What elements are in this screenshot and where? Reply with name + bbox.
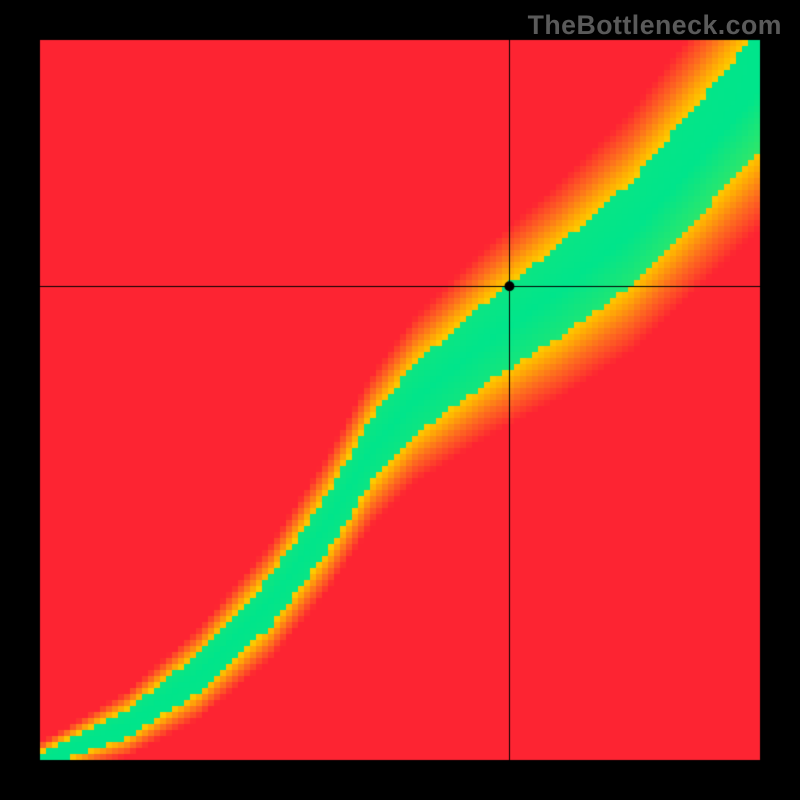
bottleneck-heatmap xyxy=(0,0,800,800)
watermark-text: TheBottleneck.com xyxy=(528,10,782,41)
chart-container: TheBottleneck.com xyxy=(0,0,800,800)
